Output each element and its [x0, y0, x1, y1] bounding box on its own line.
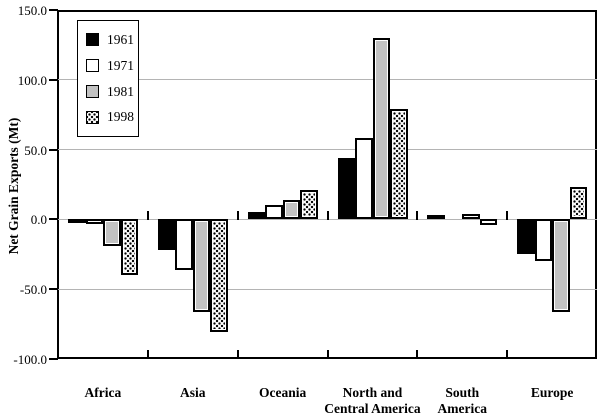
bar-1961-oceania — [247, 212, 266, 220]
y-axis-line — [57, 10, 59, 359]
plot-top-border — [58, 10, 597, 12]
bar-1998-south — [479, 219, 498, 225]
bar-1998-europe — [569, 187, 588, 220]
bar-1998-oceania — [300, 190, 318, 220]
legend: 1961 1971 1981 1998 — [77, 20, 139, 137]
legend-swatch-1981 — [86, 84, 99, 98]
bar-1998-asia — [210, 219, 228, 333]
category-label-south: South America — [437, 385, 487, 416]
y-tick-100 — [49, 78, 58, 81]
legend-item-1971: 1971 — [86, 59, 138, 73]
y-tick--100 — [49, 358, 58, 360]
bar-1981-north-and — [372, 37, 390, 220]
x-axis-line — [58, 357, 597, 359]
bar-1961-north-and — [337, 157, 355, 220]
baseline-tick-3 — [326, 211, 329, 221]
bar-1961-africa — [68, 219, 86, 224]
y-tick-150 — [49, 9, 58, 11]
legend-label-1961: 1961 — [107, 32, 134, 48]
y-tick-50 — [49, 148, 58, 151]
legend-label-1998: 1998 — [107, 109, 134, 125]
x-axis-tick-1 — [146, 350, 149, 358]
plot-right-border — [595, 10, 597, 359]
bar-1961-south — [427, 215, 445, 220]
bar-1961-europe — [517, 219, 535, 255]
baseline-tick-1 — [146, 211, 149, 221]
gridline-100 — [58, 79, 597, 81]
legend-swatch-1961 — [86, 33, 99, 47]
y-tick-label--50: -50.0 — [19, 282, 47, 298]
y-tick-label-0: 0.0 — [30, 212, 47, 228]
bar-1971-africa — [85, 219, 103, 224]
category-label-africa: Africa — [84, 385, 122, 400]
category-label-europe: Europe — [530, 385, 574, 400]
bar-1981-europe — [552, 219, 570, 312]
baseline-tick-2 — [236, 211, 239, 221]
legend-item-1998: 1998 — [86, 110, 138, 124]
category-label-north-and: North and Central America — [324, 385, 421, 416]
x-axis-tick-2 — [236, 350, 239, 358]
bar-1981-south — [462, 213, 480, 220]
gridline-50 — [58, 149, 597, 151]
legend-item-1981: 1981 — [86, 85, 138, 99]
bar-1971-asia — [175, 219, 193, 270]
bar-1961-asia — [157, 219, 176, 251]
category-label-asia: Asia — [179, 385, 206, 400]
baseline-tick-4 — [416, 211, 419, 221]
bar-1981-oceania — [282, 199, 301, 220]
bar-1981-asia — [192, 219, 211, 312]
legend-item-1961: 1961 — [86, 33, 138, 47]
baseline-tick-5 — [506, 211, 509, 221]
x-axis-tick-4 — [416, 350, 419, 358]
bar-1971-north-and — [355, 138, 373, 220]
bar-1998-africa — [120, 219, 138, 276]
bar-1971-europe — [534, 219, 553, 262]
y-tick--50 — [49, 288, 58, 291]
gridline--50 — [58, 288, 597, 290]
bar-1998-north-and — [390, 109, 408, 220]
y-tick-0 — [49, 218, 58, 221]
y-tick-label--100: -100.0 — [13, 352, 47, 367]
plot-area — [57, 10, 597, 359]
legend-swatch-1998 — [86, 110, 99, 124]
y-tick-label-100: 100.0 — [17, 72, 47, 88]
legend-label-1971: 1971 — [107, 57, 134, 73]
legend-label-1981: 1981 — [107, 83, 134, 99]
x-axis-tick-5 — [506, 350, 509, 358]
bar-1981-africa — [103, 219, 121, 246]
legend-swatch-1971 — [86, 59, 99, 73]
x-axis-tick-3 — [326, 350, 329, 358]
y-tick-label-150: 150.0 — [17, 3, 47, 18]
bar-1971-oceania — [265, 205, 283, 220]
category-label-oceania: Oceania — [258, 385, 307, 400]
y-tick-label-50: 50.0 — [24, 142, 47, 158]
y-axis-title: Net Grain Exports (Mt) — [6, 117, 21, 255]
